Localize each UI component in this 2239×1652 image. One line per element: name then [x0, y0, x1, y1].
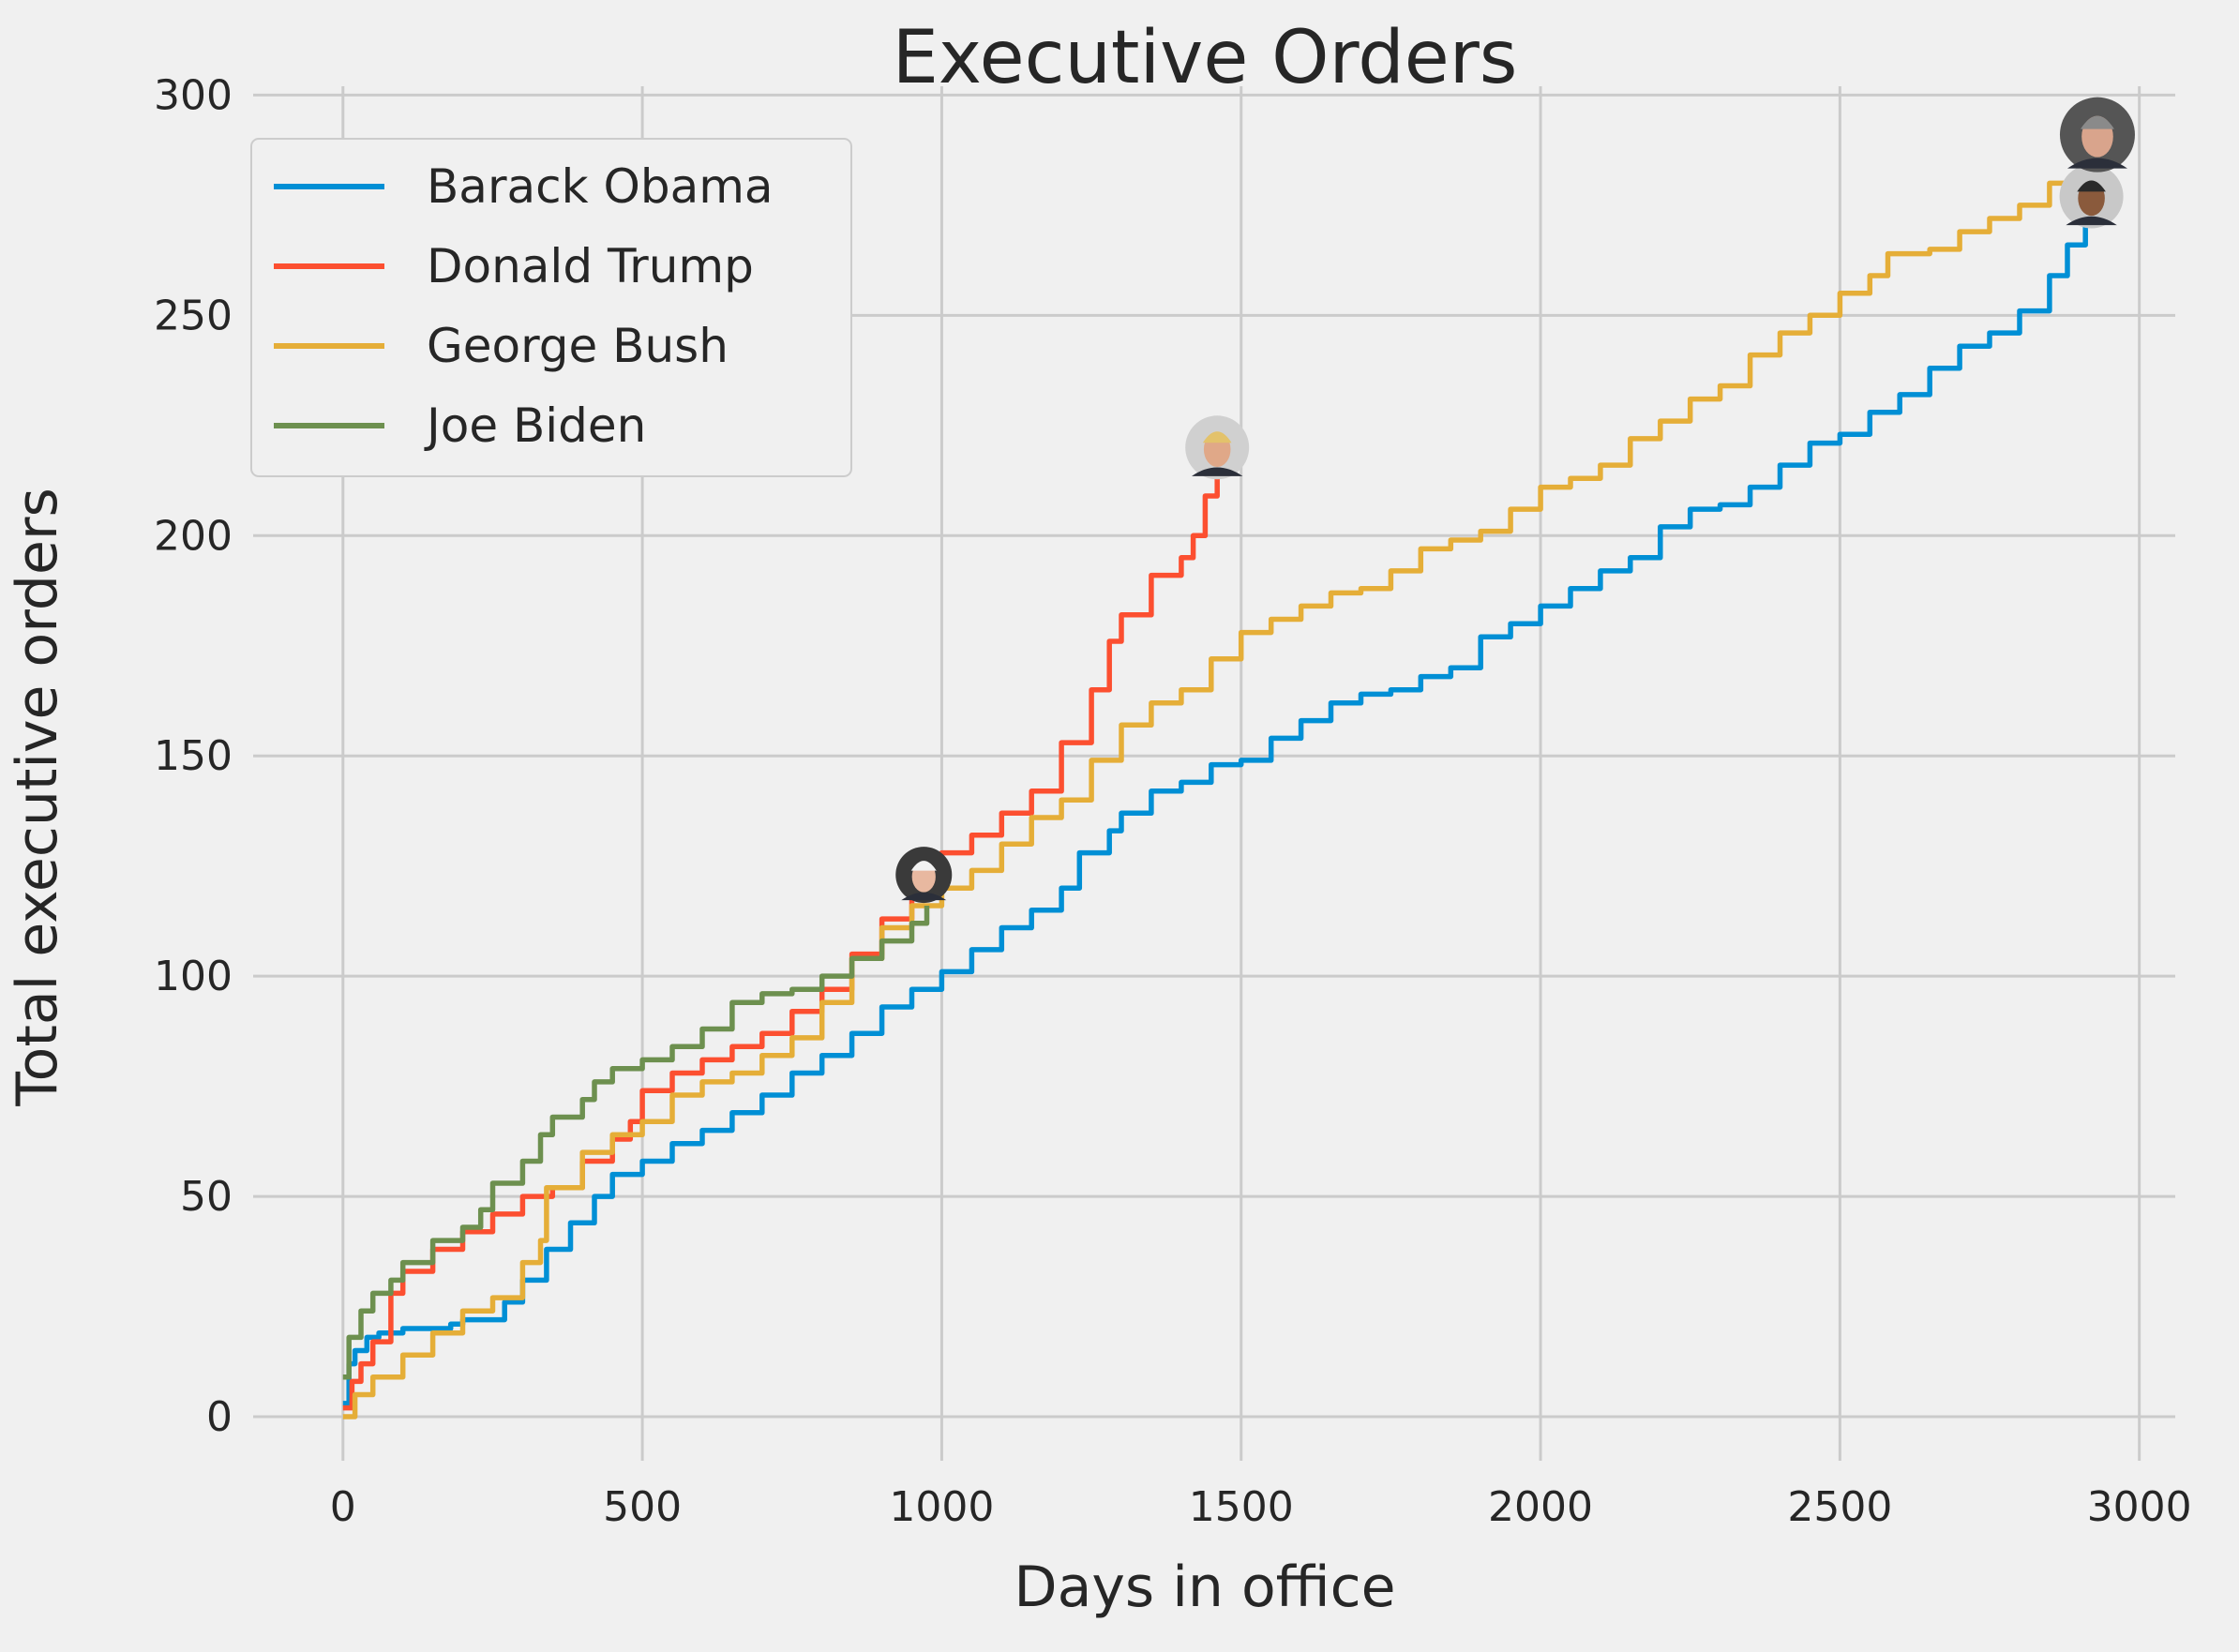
portrait-suit: [2066, 158, 2127, 169]
series-line-barack-obama: [342, 201, 2088, 1406]
bush-portrait-icon: [2059, 97, 2135, 173]
series-lines: [342, 147, 2095, 1419]
portrait-hair: [2080, 115, 2114, 129]
y-axis-ticks: 0 50 100 150 200 250 300: [154, 71, 233, 1441]
y-tick-label: 200: [154, 512, 233, 560]
x-axis-label: Days in office: [1014, 1554, 1395, 1620]
y-axis-label: Total executive orders: [5, 488, 70, 1107]
y-tick-label: 300: [154, 71, 233, 119]
x-tick-label: 0: [330, 1483, 356, 1531]
portrait-hair: [910, 861, 937, 871]
y-tick-label: 0: [206, 1393, 233, 1441]
x-tick-label: 1000: [889, 1483, 994, 1531]
grid: [253, 86, 2175, 1461]
legend-label-george-bush: George Bush: [427, 319, 729, 373]
x-tick-label: 500: [603, 1483, 682, 1531]
chart-title: Executive Orders: [893, 16, 1518, 100]
x-tick-label: 3000: [2087, 1483, 2192, 1531]
x-tick-label: 2500: [1787, 1483, 1892, 1531]
legend-label-donald-trump: Donald Trump: [427, 239, 754, 293]
legend-label-barack-obama: Barack Obama: [427, 159, 774, 214]
series-line-joe-biden: [342, 906, 930, 1380]
legend: Barack Obama Donald Trump George Bush Joe B…: [250, 138, 852, 477]
endpoint-markers: [895, 97, 2135, 904]
portrait-hair: [2077, 180, 2106, 192]
biden-portrait-icon: [895, 847, 953, 904]
y-tick-label: 50: [180, 1173, 233, 1221]
legend-box: [250, 138, 852, 477]
legend-label-joe-biden: Joe Biden: [424, 398, 646, 453]
obama-portrait-icon: [2059, 164, 2124, 229]
series-line-george-bush: [342, 147, 2095, 1419]
x-tick-label: 1500: [1189, 1483, 1294, 1531]
portrait-suit: [2066, 216, 2117, 226]
portrait-hair: [1202, 431, 1232, 443]
y-tick-label: 100: [154, 953, 233, 1000]
trump-portrait-icon: [1185, 415, 1250, 480]
x-tick-label: 2000: [1488, 1483, 1593, 1531]
x-axis-ticks: 0 500 1000 1500 2000 2500 3000: [330, 1483, 2192, 1531]
y-tick-label: 250: [154, 292, 233, 339]
portrait-suit: [1191, 467, 1243, 476]
portrait-suit: [901, 892, 947, 901]
y-tick-label: 150: [154, 732, 233, 780]
